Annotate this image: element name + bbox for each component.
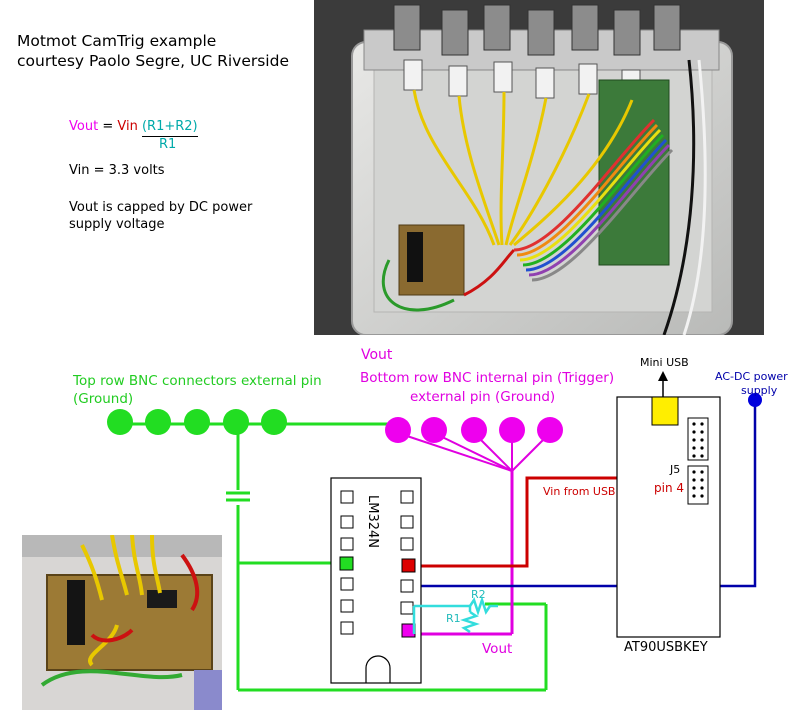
ground-wiring: [118, 422, 548, 692]
title-line1: Motmot CamTrig example: [17, 32, 217, 50]
r1-resistor: [460, 610, 480, 634]
top-bnc-2: [145, 409, 171, 435]
top-bnc-4: [223, 409, 249, 435]
bottom-bnc-4: [499, 417, 525, 443]
header-top: [687, 417, 709, 461]
j5-label: J5: [670, 463, 681, 476]
bottom-bnc-2: [421, 417, 447, 443]
top-bnc-5: [261, 409, 287, 435]
mini-usb-label: Mini USB: [640, 356, 689, 369]
bottom-row-bnc-connectors: [385, 417, 563, 443]
acdc-power-dot: [748, 393, 762, 407]
chip-vin-pin: [401, 558, 416, 573]
protoboard-photo: [22, 535, 222, 710]
vin-from-usb-label: Vin from USB: [543, 485, 616, 498]
top-row-bnc-connectors: [107, 409, 287, 435]
formula-vout: Vout: [69, 119, 99, 134]
ground-break-symbol: [226, 491, 250, 502]
resistor-network: [412, 596, 498, 634]
bottom-bnc-5: [537, 417, 563, 443]
formula-line: Vout = Vin (R1+R2): [69, 118, 198, 137]
vout-top-label: Vout: [361, 347, 393, 363]
formula-numerator: (R1+R2): [141, 118, 198, 137]
top-row-label-line2: (Ground): [73, 391, 134, 407]
bottom-bnc-1: [385, 417, 411, 443]
board-label: AT90USBKEY: [624, 640, 708, 655]
r1-label: R1: [446, 612, 461, 625]
header-j5: [687, 465, 709, 505]
trigger-wiring: [412, 471, 514, 636]
chip-ground-pin: [339, 556, 354, 571]
bottom-row-label-line2: external pin (Ground): [410, 389, 556, 405]
formula-equals: =: [102, 119, 114, 134]
r2-resistor: [468, 596, 498, 616]
power-wire: [412, 400, 757, 588]
title-line2: courtesy Paolo Segre, UC Riverside: [17, 52, 289, 70]
chip-label: LM324N: [365, 495, 380, 548]
at90usbkey-board: [616, 371, 721, 638]
pin4-label: pin 4: [654, 481, 685, 495]
cap-note-line2: supply voltage: [69, 217, 165, 232]
circuit-box-photo-drawing: [314, 0, 764, 335]
formula-vin: Vin: [117, 119, 138, 134]
cap-note-line1: Vout is capped by DC power: [69, 200, 253, 215]
protoboard-photo-drawing: [22, 535, 222, 710]
mini-usb-port: [651, 396, 679, 426]
bottom-bnc-3: [461, 417, 487, 443]
vout-bottom-label: Vout: [482, 641, 513, 657]
bottom-row-label-line1: Bottom row BNC internal pin (Trigger): [360, 370, 615, 386]
vin-value: Vin = 3.3 volts: [69, 163, 165, 178]
acdc-label-line1: AC-DC power: [715, 370, 788, 383]
formula-denominator: R1: [159, 137, 177, 152]
top-row-label-line1: Top row BNC connectors external pin: [73, 373, 322, 389]
r2-label: R2: [471, 588, 486, 601]
top-bnc-1: [107, 409, 133, 435]
top-bnc-3: [184, 409, 210, 435]
lm324n-chip: LM324N: [330, 477, 422, 684]
chip-notch: [365, 655, 391, 683]
circuit-box-photo: [314, 0, 764, 335]
acdc-label-line2: supply: [741, 384, 778, 397]
